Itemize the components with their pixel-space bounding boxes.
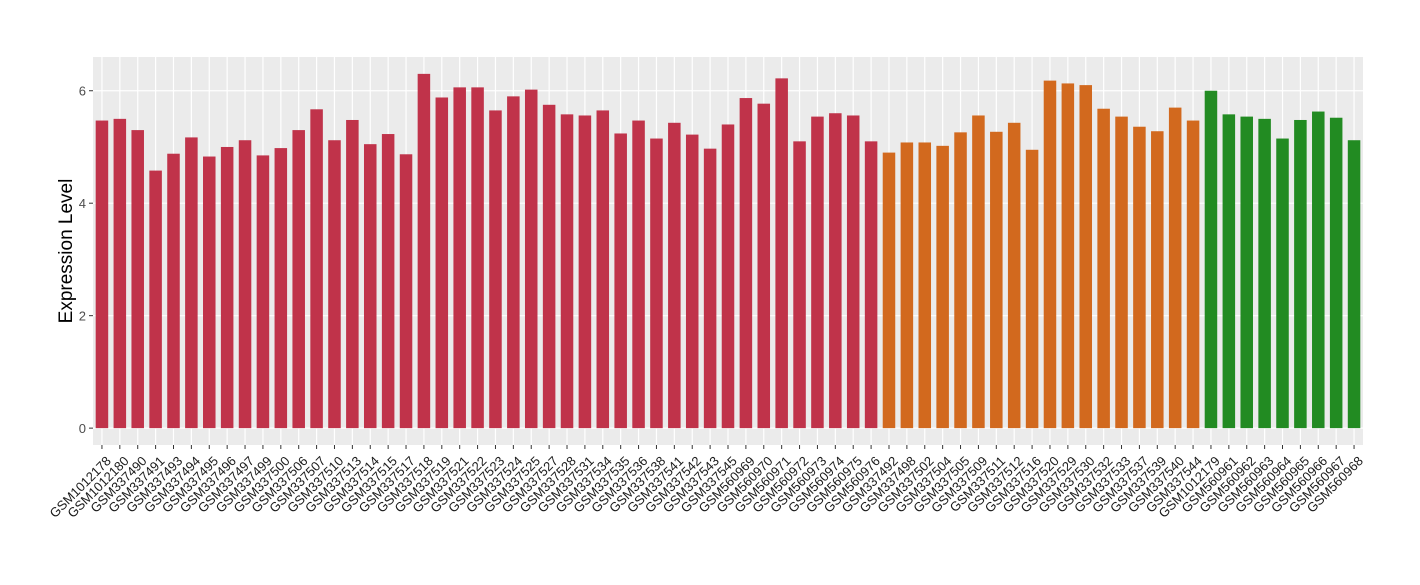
bar — [292, 130, 305, 429]
bar — [274, 148, 288, 429]
bar — [668, 122, 681, 429]
bar — [167, 153, 180, 429]
bar — [650, 138, 663, 429]
bar — [1347, 140, 1361, 429]
bar — [1007, 122, 1021, 429]
bar — [1258, 118, 1271, 429]
bar — [1276, 138, 1289, 429]
bar — [560, 114, 574, 429]
bar — [811, 116, 824, 429]
bar — [1329, 117, 1343, 429]
bar — [1079, 85, 1093, 429]
y-tick-label: 0 — [79, 421, 86, 436]
bar — [381, 134, 395, 429]
y-tick-label: 4 — [79, 196, 86, 211]
bar — [954, 132, 967, 429]
bar — [972, 115, 985, 429]
bar — [721, 124, 735, 429]
bar — [310, 109, 323, 429]
bar — [1115, 116, 1128, 429]
bar — [113, 118, 127, 429]
bar — [578, 115, 592, 429]
bar — [256, 155, 270, 429]
bar — [1151, 131, 1164, 429]
bar — [1025, 149, 1039, 429]
bar — [489, 110, 502, 429]
bar — [471, 87, 484, 429]
bar — [703, 148, 717, 429]
bar — [775, 78, 788, 429]
bar — [1204, 90, 1218, 429]
bar — [185, 137, 198, 429]
bar — [1186, 120, 1200, 429]
bar — [453, 87, 466, 429]
y-tick-label: 6 — [79, 84, 86, 99]
bar — [328, 140, 341, 429]
bar — [507, 96, 520, 429]
bar — [936, 145, 949, 429]
bar — [864, 141, 878, 429]
bar — [1294, 119, 1307, 429]
bar — [900, 142, 914, 429]
bar — [614, 133, 627, 429]
bar — [596, 110, 610, 429]
bar — [846, 115, 860, 429]
bar — [435, 97, 449, 429]
bar — [739, 98, 753, 429]
bar — [685, 134, 699, 429]
bar — [203, 156, 216, 429]
bar — [829, 113, 842, 429]
bar — [1133, 126, 1146, 429]
bar — [346, 119, 359, 429]
bar — [542, 104, 556, 429]
bar — [131, 130, 144, 429]
bar — [1061, 83, 1075, 429]
bar — [399, 154, 413, 429]
bar — [1097, 108, 1110, 429]
bar — [632, 120, 645, 429]
y-axis-label: Expression Level — [56, 179, 77, 324]
bar — [1043, 80, 1057, 429]
bar — [417, 73, 431, 429]
bar — [524, 89, 538, 429]
bar — [363, 144, 377, 429]
bar — [793, 141, 806, 429]
bar — [1240, 116, 1253, 429]
bar — [238, 140, 252, 429]
bar — [149, 170, 162, 429]
bar — [95, 120, 109, 429]
bar — [882, 152, 896, 429]
bar — [1312, 111, 1325, 429]
bar — [1222, 114, 1236, 429]
y-tick-label: 2 — [79, 309, 86, 324]
bar — [918, 142, 932, 429]
bar — [1168, 107, 1182, 429]
bar — [220, 146, 234, 429]
bar — [990, 131, 1003, 429]
bar — [757, 103, 771, 429]
